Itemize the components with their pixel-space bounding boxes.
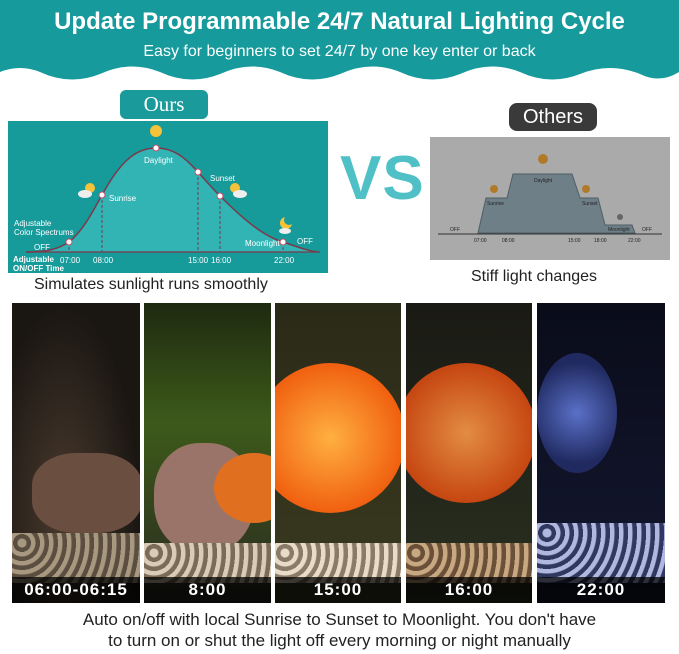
point-0700 [65, 238, 73, 246]
sunrise-icon [78, 183, 95, 198]
off-left-label: OFF [450, 227, 460, 233]
time-label: 07:00 [474, 238, 487, 244]
ours-curve [25, 147, 319, 253]
point-2200 [279, 238, 287, 246]
color-spectrums-label: Adjustable Color Spectrums [14, 219, 74, 237]
off-right-label: OFF [642, 227, 652, 233]
time-label: 22:00 [628, 238, 641, 244]
ours-lighting-diagram: Daylight Sunrise Sunset Moonlight OFF OF… [8, 121, 328, 273]
off-left-label: OFF [34, 243, 50, 252]
sunrise-label: Sunrise [109, 194, 137, 203]
ours-caption: Simulates sunlight runs smoothly [34, 276, 268, 293]
photo-panel-night: 22:00 [537, 303, 665, 603]
sunrise-label: Sunrise [487, 201, 504, 207]
photo-panel-dawn: 06:00-06:15 [12, 303, 140, 603]
time-label: 22:00 [274, 256, 295, 265]
time-label: 22:00 [537, 577, 665, 603]
time-label: 06:00-06:15 [12, 577, 140, 603]
ours-badge: Ours [118, 88, 210, 121]
on-off-time-label: ON/OFF Time [13, 264, 65, 273]
point-daylight [152, 144, 160, 152]
point-1600 [216, 192, 224, 200]
vs-label: VS [340, 144, 425, 213]
sun-icon [150, 125, 162, 137]
time-label: 15:00 [275, 577, 401, 603]
point-1500 [194, 168, 202, 176]
time-label: 15:00 [568, 238, 581, 244]
others-sun-icon [538, 154, 548, 164]
others-lighting-diagram: Daylight Sunrise Sunset Moonlight OFF OF… [430, 137, 670, 260]
time-label: 16:00 [211, 256, 232, 265]
ours-curve-fill [26, 148, 318, 252]
moonlight-label: Moonlight [245, 239, 280, 248]
footer-line-1: Auto on/off with local Sunrise to Sunset… [82, 610, 597, 629]
daylight-label: Daylight [534, 178, 553, 184]
page-subtitle: Easy for beginners to set 24/7 by one ke… [143, 43, 536, 60]
time-label: 08:00 [93, 256, 114, 265]
moonlight-label: Moonlight [608, 227, 630, 233]
photo-panel-morning: 8:00 [144, 303, 271, 603]
sunset-label: Sunset [210, 174, 236, 183]
photo-panel-afternoon: 16:00 [406, 303, 532, 603]
time-label: 08:00 [502, 238, 515, 244]
others-step-shape [477, 173, 636, 234]
others-moon-icon [617, 214, 623, 220]
others-sunset-icon [582, 185, 590, 193]
page-title: Update Programmable 24/7 Natural Lightin… [54, 8, 625, 35]
header-banner [0, 0, 679, 80]
others-sunrise-icon [490, 185, 498, 193]
point-0800 [98, 191, 106, 199]
time-label: 07:00 [60, 256, 81, 265]
time-label: 15:00 [188, 256, 209, 265]
time-label: 8:00 [144, 577, 271, 603]
sunset-icon [230, 183, 247, 198]
moon-icon [279, 215, 294, 234]
photo-panel-midday: 15:00 [275, 303, 401, 603]
time-label: 16:00 [406, 577, 532, 603]
daylight-label: Daylight [144, 156, 174, 165]
others-caption: Stiff light changes [471, 268, 598, 285]
time-label: 18:00 [594, 238, 607, 244]
sunset-label: Sunset [582, 201, 598, 207]
off-right-label: OFF [297, 237, 313, 246]
adjustable-label: Adjustable [13, 255, 54, 264]
footer-line-2: to turn on or shut the light off every m… [108, 631, 571, 650]
others-badge: Others [509, 103, 597, 131]
